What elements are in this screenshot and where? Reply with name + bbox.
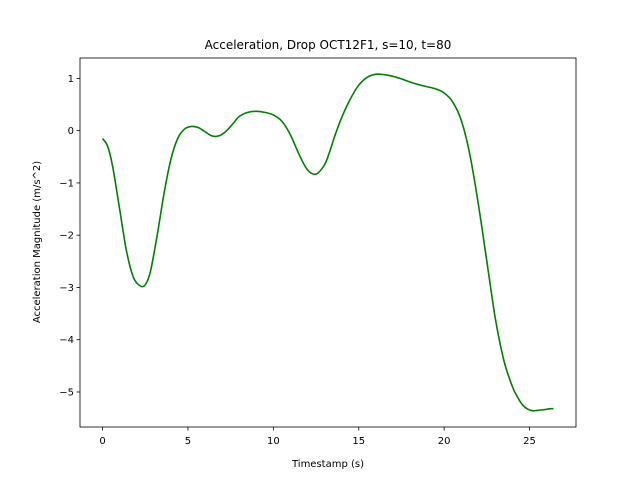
series-layer: [101, 73, 554, 412]
x-axis-label: Timestamp (s): [291, 459, 364, 470]
y-tick-label: −2: [59, 231, 74, 242]
y-axis-label: Acceleration Magnitude (m/s^2): [32, 161, 43, 323]
chart-title: Acceleration, Drop OCT12F1, s=10, t=80: [205, 38, 452, 52]
x-tick-label: 0: [99, 436, 105, 447]
y-tick-label: −1: [59, 178, 74, 189]
y-tick-label: −4: [59, 335, 74, 346]
plot-frame: [79, 57, 577, 428]
x-tick-label: 20: [438, 436, 451, 447]
x-tick-label: 25: [523, 436, 536, 447]
x-tick-label: 5: [185, 436, 191, 447]
x-tick-label: 15: [352, 436, 365, 447]
x-tick-label: 10: [267, 436, 280, 447]
y-tick-label: 0: [68, 126, 74, 137]
x-axis-ticks: 0 5 10 15 20 25: [99, 427, 536, 447]
y-tick-label: −3: [59, 283, 74, 294]
y-axis-ticks: 1 0 −1 −2 −3 −4 −5: [59, 74, 80, 398]
y-tick-label: 1: [68, 74, 74, 85]
y-tick-label: −5: [59, 387, 74, 398]
series-line-0: [101, 73, 554, 412]
